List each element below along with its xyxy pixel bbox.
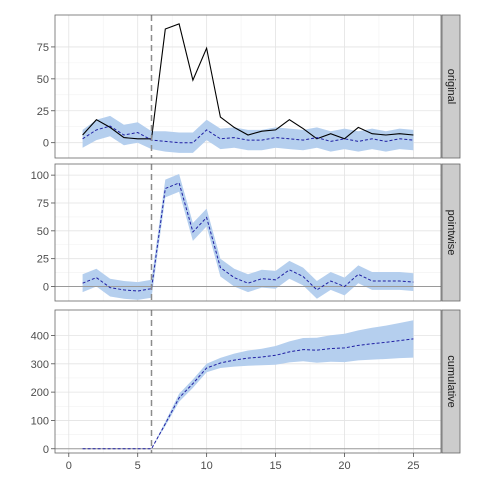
strip-cumulative — [441, 309, 461, 454]
strip-label-cumulative: cumulative — [445, 355, 457, 408]
y-tick-label: 75 — [37, 42, 49, 54]
confidence-band-cumulative — [82, 320, 414, 449]
y-tick-label: 50 — [37, 74, 49, 86]
y-tick-label: 200 — [31, 387, 49, 399]
y-tick-label: 100 — [31, 170, 49, 182]
y-tick-label: 50 — [37, 226, 49, 238]
panel-border — [54, 309, 442, 454]
strip-original — [441, 14, 461, 159]
panel-border — [54, 14, 442, 159]
observed-series-line — [82, 23, 414, 140]
panel-border — [54, 163, 442, 302]
y-tick-label: 300 — [31, 359, 49, 371]
confidence-band-pointwise — [82, 174, 414, 300]
x-tick-label: 10 — [201, 460, 213, 472]
y-tick-label: 0 — [43, 282, 49, 294]
y-tick-label: 100 — [31, 415, 49, 427]
strip-label-original: original — [445, 69, 457, 104]
predicted-series-line — [82, 338, 414, 450]
x-tick-label: 20 — [338, 460, 350, 472]
y-tick-label: 0 — [43, 138, 49, 150]
y-tick-label: 25 — [37, 106, 49, 118]
x-tick-label: 25 — [407, 460, 419, 472]
x-tick-label: 5 — [135, 460, 141, 472]
y-tick-label: 400 — [31, 330, 49, 342]
y-tick-label: 25 — [37, 254, 49, 266]
strip-pointwise — [441, 163, 461, 302]
x-tick-label: 0 — [66, 460, 72, 472]
strip-label-pointwise: pointwise — [445, 210, 457, 256]
y-tick-label: 75 — [37, 198, 49, 210]
y-tick-label: 0 — [43, 444, 49, 456]
x-tick-label: 15 — [269, 460, 281, 472]
predicted-series-line — [82, 125, 414, 144]
